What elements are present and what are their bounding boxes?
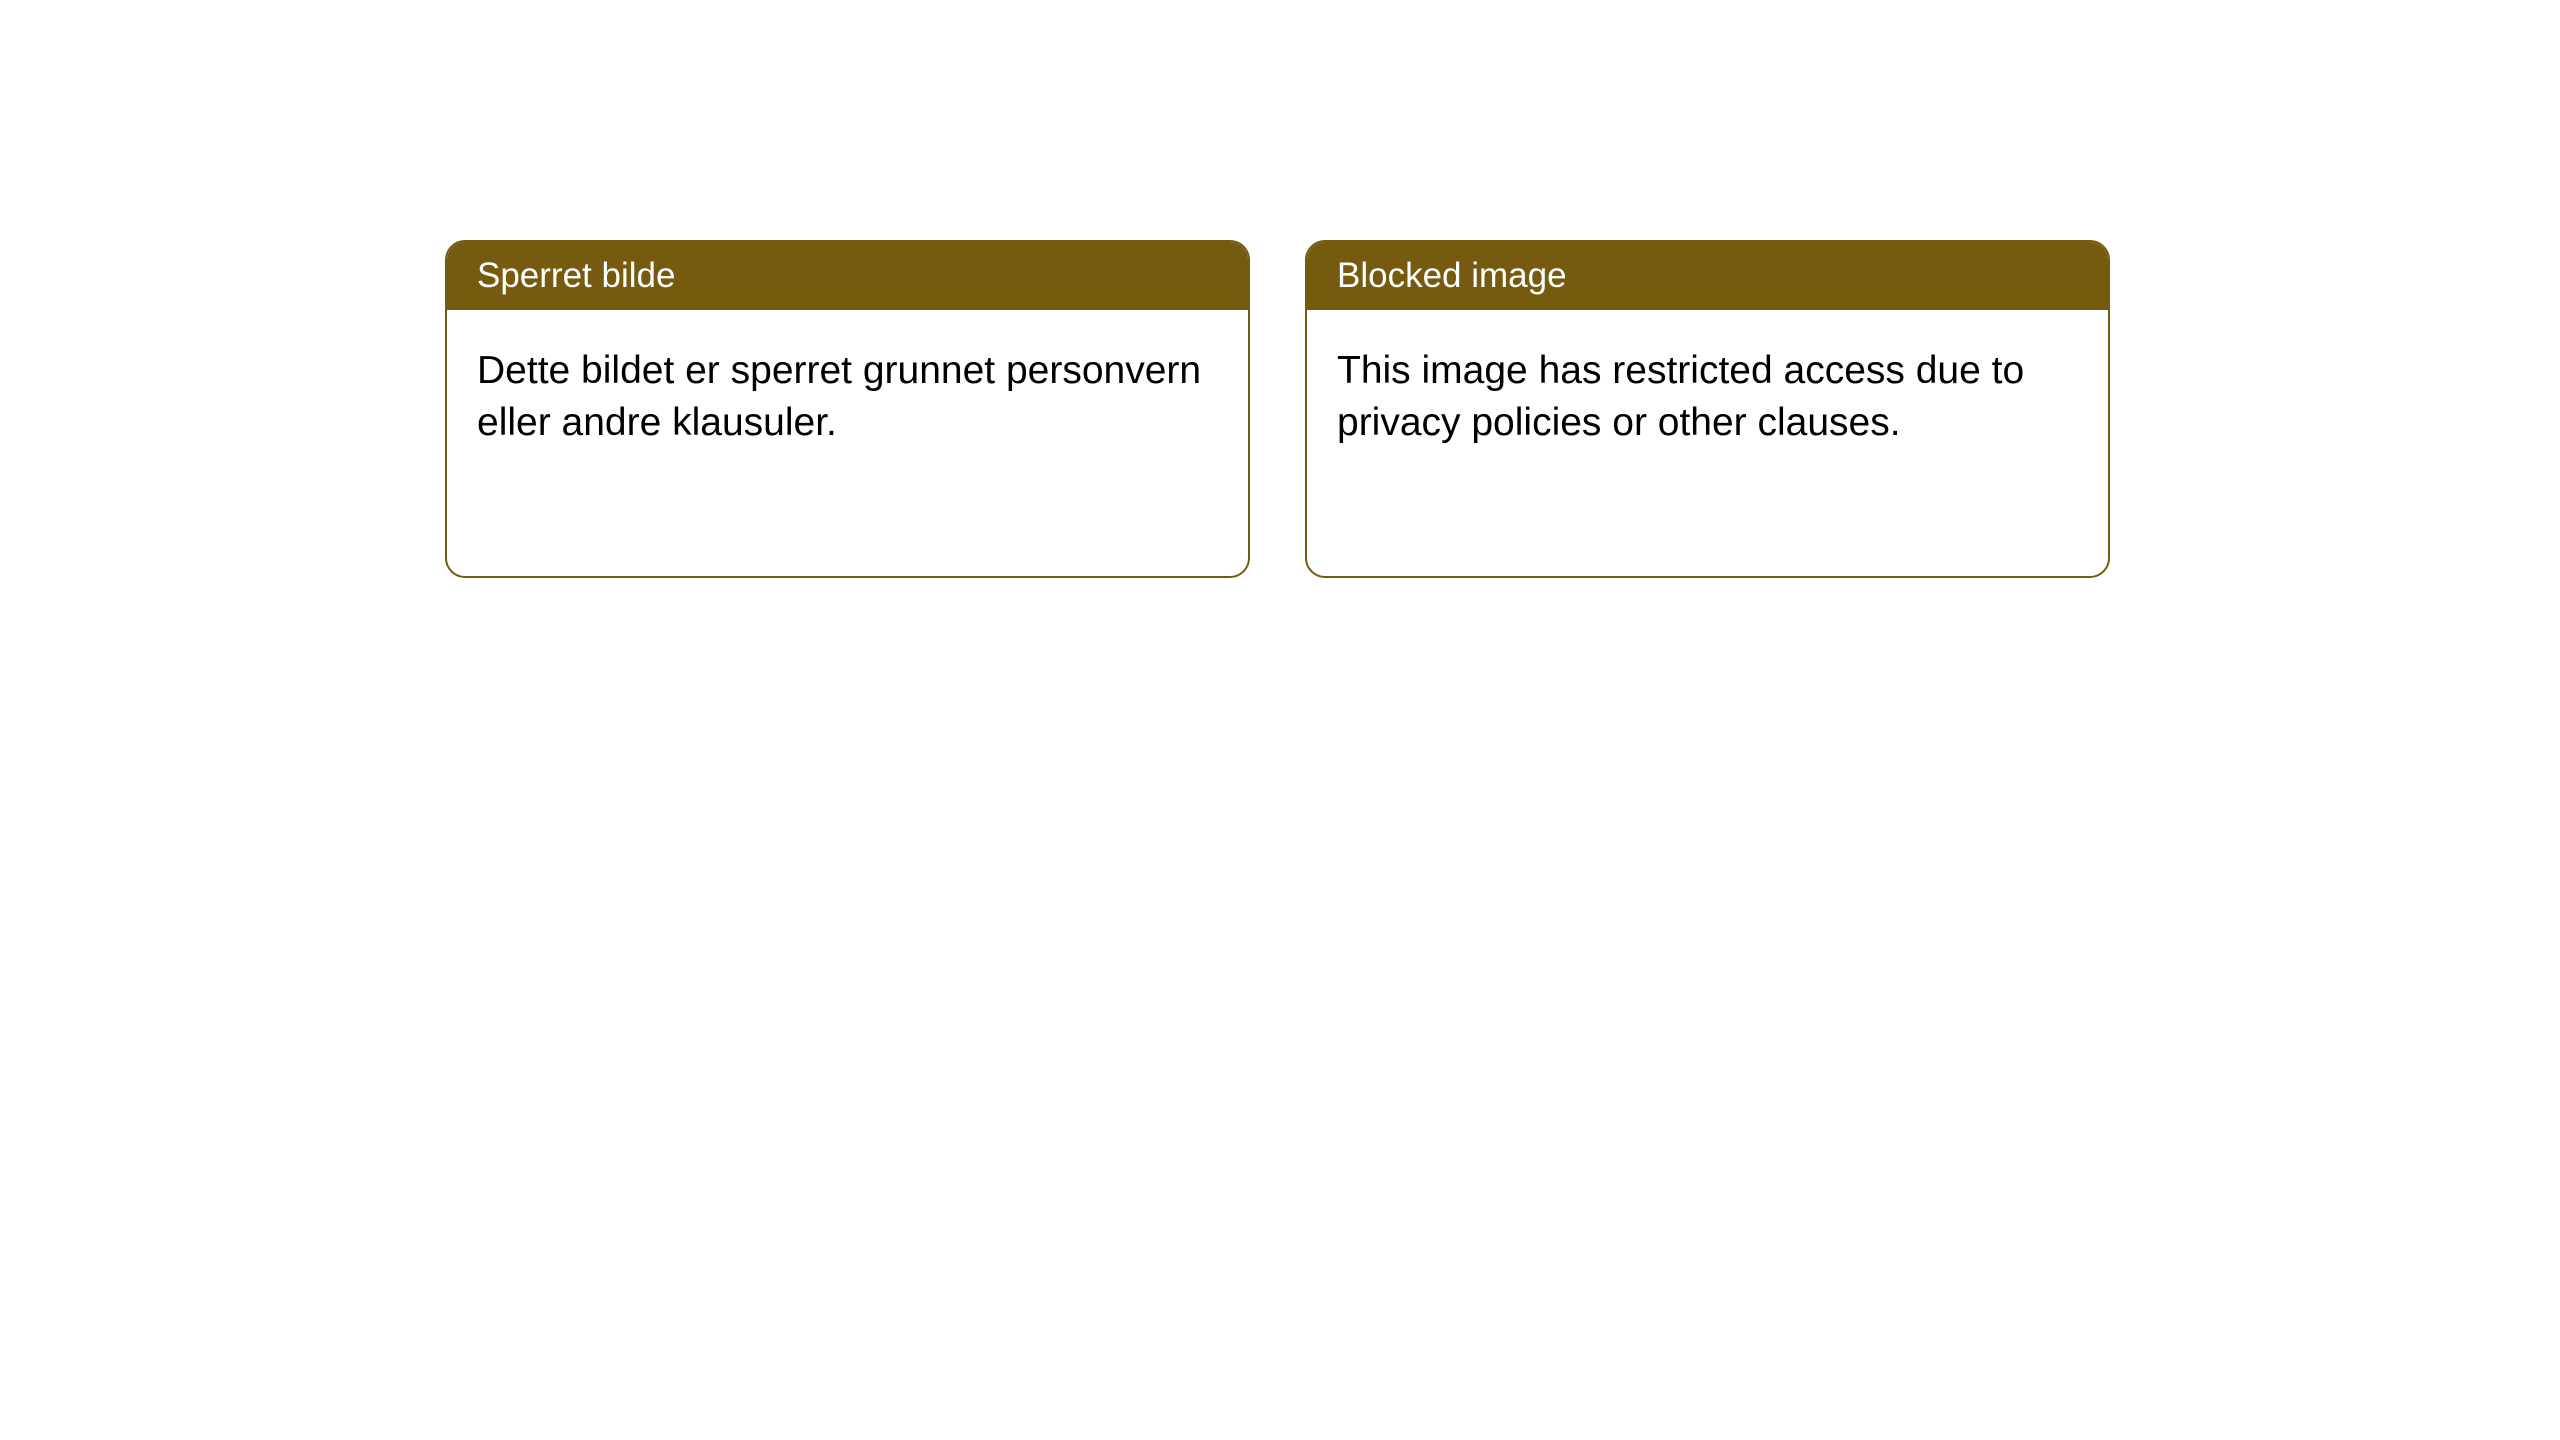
- card-header-no: Sperret bilde: [447, 242, 1248, 310]
- card-header-en: Blocked image: [1307, 242, 2108, 310]
- card-title-no: Sperret bilde: [477, 256, 675, 295]
- card-message-no: Dette bildet er sperret grunnet personve…: [477, 349, 1201, 444]
- blocked-image-card-no: Sperret bilde Dette bildet er sperret gr…: [445, 240, 1250, 578]
- blocked-image-notices: Sperret bilde Dette bildet er sperret gr…: [445, 240, 2560, 578]
- card-body-no: Dette bildet er sperret grunnet personve…: [447, 310, 1248, 484]
- card-title-en: Blocked image: [1337, 256, 1567, 295]
- card-body-en: This image has restricted access due to …: [1307, 310, 2108, 484]
- card-message-en: This image has restricted access due to …: [1337, 349, 2024, 444]
- blocked-image-card-en: Blocked image This image has restricted …: [1305, 240, 2110, 578]
